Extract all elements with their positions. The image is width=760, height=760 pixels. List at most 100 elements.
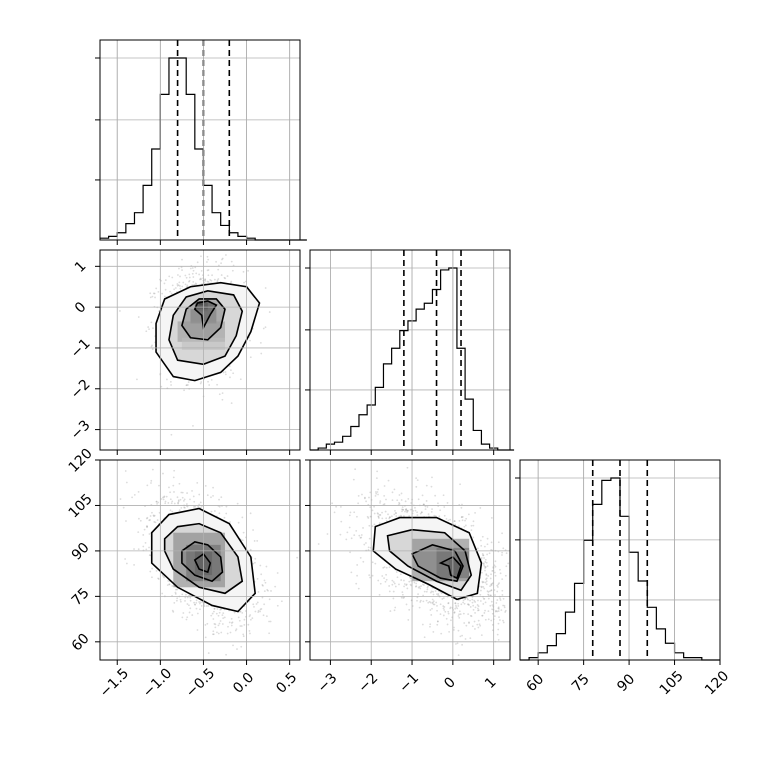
scatter-point — [504, 574, 507, 577]
scatter-point — [213, 622, 216, 625]
scatter-point — [185, 503, 188, 505]
scatter-point — [431, 598, 434, 601]
scatter-point — [142, 534, 145, 536]
scatter-point — [443, 514, 446, 517]
scatter-point — [131, 496, 133, 499]
scatter-point — [439, 509, 442, 512]
scatter-point — [484, 565, 487, 568]
scatter-point — [189, 596, 192, 599]
scatter-point — [477, 547, 479, 550]
scatter-point — [409, 508, 412, 511]
scatter-point — [491, 583, 493, 585]
y-tick-label: −2 — [68, 377, 94, 403]
scatter-point — [501, 578, 504, 580]
scatter-point — [491, 604, 494, 607]
scatter-point — [186, 505, 189, 508]
scatter-point — [480, 557, 483, 559]
scatter-point — [486, 543, 489, 546]
scatter-point — [510, 571, 512, 573]
scatter-point — [119, 498, 122, 500]
scatter-point — [208, 384, 211, 386]
scatter-point — [368, 524, 371, 527]
scatter-point — [257, 609, 260, 612]
scatter-point — [469, 667, 471, 669]
scatter-point — [170, 502, 173, 505]
scatter-point — [477, 609, 479, 612]
scatter-point — [391, 583, 394, 586]
contour-line — [181, 540, 224, 583]
scatter-point — [459, 613, 462, 616]
scatter-point — [414, 585, 417, 588]
scatter-point — [460, 516, 463, 519]
histogram-panel-1 — [305, 249, 515, 455]
scatter-point — [400, 492, 403, 495]
scatter-point — [453, 626, 455, 629]
scatter-point — [191, 267, 194, 269]
scatter-point — [355, 530, 358, 532]
x-tick-label: 0.5 — [273, 670, 300, 697]
scatter-point — [430, 590, 433, 593]
scatter-point — [457, 602, 460, 605]
scatter-point — [420, 511, 423, 514]
scatter-point — [403, 583, 406, 585]
scatter-point — [188, 594, 190, 597]
scatter-point — [194, 282, 197, 285]
scatter-point — [171, 500, 174, 503]
scatter-point — [222, 371, 225, 374]
scatter-point — [207, 652, 210, 654]
scatter-point — [157, 290, 160, 293]
scatter-point — [133, 548, 135, 550]
scatter-point — [388, 566, 391, 569]
scatter-point — [458, 519, 461, 522]
scatter-point — [339, 533, 342, 536]
scatter-point — [200, 255, 202, 258]
scatter-point — [467, 598, 469, 601]
scatter-point — [471, 601, 474, 604]
scatter-point — [216, 383, 219, 386]
scatter-point — [157, 501, 160, 504]
scatter-point — [193, 500, 196, 503]
scatter-point — [406, 466, 409, 469]
scatter-point — [230, 369, 232, 372]
x-tick-label: 120 — [702, 668, 732, 698]
scatter-point — [501, 554, 503, 556]
scatter-point — [184, 274, 187, 277]
scatter-point — [195, 601, 198, 604]
scatter-point — [481, 553, 484, 555]
scatter-point — [339, 506, 342, 508]
scatter-point — [181, 496, 184, 499]
scatter-point — [193, 603, 196, 606]
scatter-point — [179, 598, 182, 601]
scatter-point — [219, 608, 222, 611]
scatter-point — [243, 281, 245, 284]
scatter-point — [224, 277, 227, 280]
scatter-point — [461, 503, 463, 506]
scatter-point — [178, 482, 181, 485]
scatter-point — [395, 515, 398, 517]
y-tick-label: 75 — [69, 585, 93, 609]
scatter-point — [193, 601, 196, 604]
scatter-point — [230, 280, 233, 283]
density-shading — [156, 282, 260, 381]
scatter-point — [199, 382, 202, 385]
scatter-point — [374, 562, 377, 565]
scatter-point — [249, 512, 252, 515]
scatter-point — [224, 371, 227, 373]
scatter-point — [151, 468, 154, 471]
scatter-point — [439, 603, 442, 606]
x-tick-label: 75 — [569, 671, 593, 695]
scatter-point — [384, 580, 387, 583]
scatter-point — [206, 261, 208, 263]
scatter-point — [264, 581, 267, 584]
scatter-point — [350, 537, 353, 540]
scatter-point — [458, 610, 461, 613]
scatter-point — [274, 585, 277, 588]
scatter-point — [148, 328, 150, 331]
scatter-point — [379, 582, 382, 585]
scatter-point — [412, 510, 415, 512]
histogram-step-line — [310, 267, 515, 451]
scatter-point — [462, 612, 465, 615]
scatter-point — [225, 505, 228, 508]
scatter-point — [161, 592, 164, 595]
